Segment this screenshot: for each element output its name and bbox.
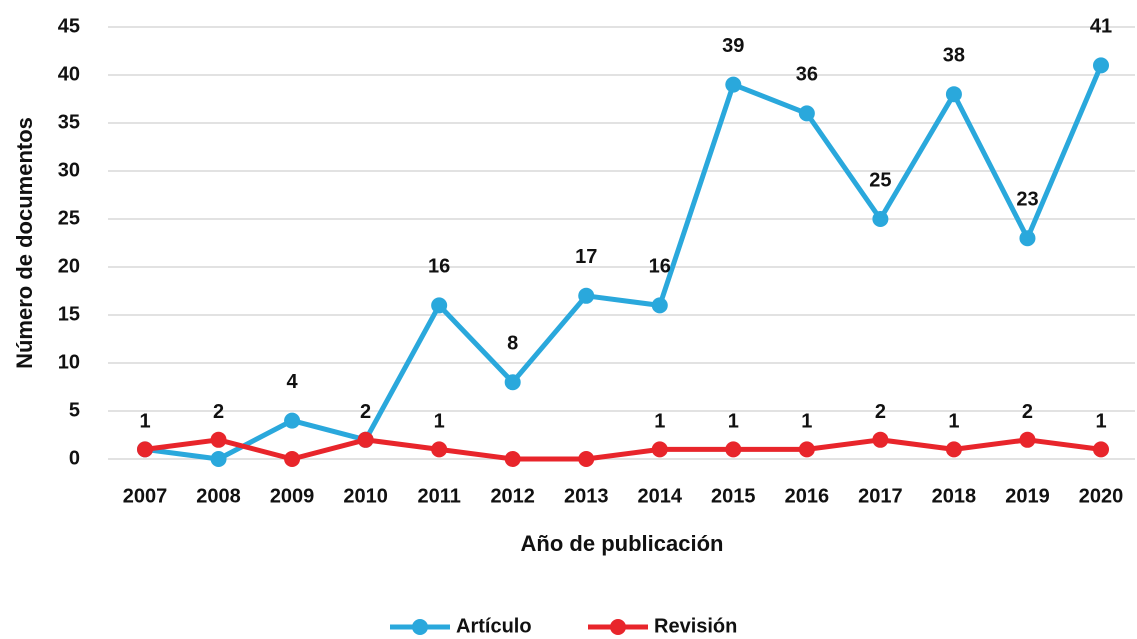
data-label: 39 — [722, 35, 744, 57]
x-tick-label: 2014 — [638, 485, 683, 507]
data-label: 1 — [801, 411, 812, 433]
x-tick-label: 2017 — [858, 485, 903, 507]
point — [431, 297, 448, 314]
x-tick-label: 2019 — [1005, 485, 1050, 507]
point — [504, 451, 521, 467]
series-line — [144, 64, 1104, 462]
data-label: 17 — [575, 246, 597, 268]
point — [798, 105, 815, 122]
point — [725, 441, 742, 458]
x-tick-label: 2012 — [490, 485, 535, 507]
point — [1093, 57, 1109, 74]
y-tick-label: 40 — [58, 63, 80, 85]
point — [945, 441, 962, 458]
point — [651, 441, 668, 458]
data-label: 8 — [507, 332, 518, 354]
data-label: 41 — [1090, 16, 1112, 38]
x-tick-label: 2013 — [564, 485, 609, 507]
point — [504, 374, 521, 391]
data-label: 1 — [1095, 411, 1106, 433]
data-label: 23 — [1016, 188, 1038, 210]
data-label: 4 — [287, 371, 299, 393]
x-tick-label: 2009 — [270, 485, 315, 507]
x-tick-label: 2016 — [785, 485, 830, 507]
x-axis-title: Año de publicación — [521, 531, 724, 556]
series-line — [144, 437, 1102, 462]
point — [284, 412, 301, 429]
data-label: 1 — [948, 411, 959, 433]
data-label: 25 — [869, 169, 891, 191]
legend-label: Revisión — [654, 615, 737, 637]
x-tick-label: 2015 — [711, 485, 756, 507]
point — [1019, 230, 1036, 247]
y-tick-label: 5 — [69, 399, 80, 421]
x-tick-label: 2007 — [123, 485, 168, 507]
point — [872, 211, 889, 227]
point — [210, 451, 227, 467]
point — [1093, 441, 1109, 458]
y-tick-label: 35 — [58, 111, 80, 133]
x-tick-label: 2008 — [196, 485, 241, 507]
y-tick-label: 15 — [58, 303, 80, 325]
y-tick-label: 30 — [58, 159, 80, 181]
point — [284, 451, 301, 467]
x-tick-label: 2010 — [343, 485, 388, 507]
point — [431, 441, 448, 458]
point — [578, 287, 595, 304]
data-label: 1 — [139, 411, 150, 433]
legend-marker — [610, 619, 626, 635]
point — [872, 431, 889, 448]
point — [1019, 431, 1036, 448]
data-label: 38 — [943, 44, 965, 66]
y-tick-label: 0 — [69, 447, 80, 469]
data-label: 1 — [654, 411, 665, 433]
x-tick-label: 2011 — [417, 485, 460, 507]
point — [357, 431, 374, 448]
legend-marker — [412, 619, 428, 635]
point — [945, 86, 962, 103]
legend-label: Artículo — [456, 615, 532, 637]
point — [210, 431, 227, 448]
y-axis-title: Número de documentos — [12, 117, 37, 369]
y-tick-label: 45 — [58, 15, 80, 37]
point — [651, 297, 668, 314]
x-tick-label: 2020 — [1079, 485, 1124, 507]
point — [798, 441, 815, 458]
point — [137, 441, 153, 458]
y-tick-label: 20 — [58, 255, 80, 277]
data-label: 2 — [360, 401, 371, 423]
data-label: 1 — [434, 411, 445, 433]
y-tick-label: 25 — [58, 207, 80, 229]
y-tick-label: 10 — [58, 351, 80, 373]
data-label: 16 — [428, 256, 450, 278]
data-label: 2 — [875, 401, 886, 423]
point — [578, 451, 595, 467]
data-label: 1 — [728, 411, 739, 433]
data-label: 2 — [1022, 401, 1033, 423]
x-tick-label: 2018 — [932, 485, 977, 507]
data-label: 2 — [213, 401, 224, 423]
point — [725, 76, 742, 93]
data-label: 16 — [649, 256, 671, 278]
data-label: 36 — [796, 64, 818, 86]
